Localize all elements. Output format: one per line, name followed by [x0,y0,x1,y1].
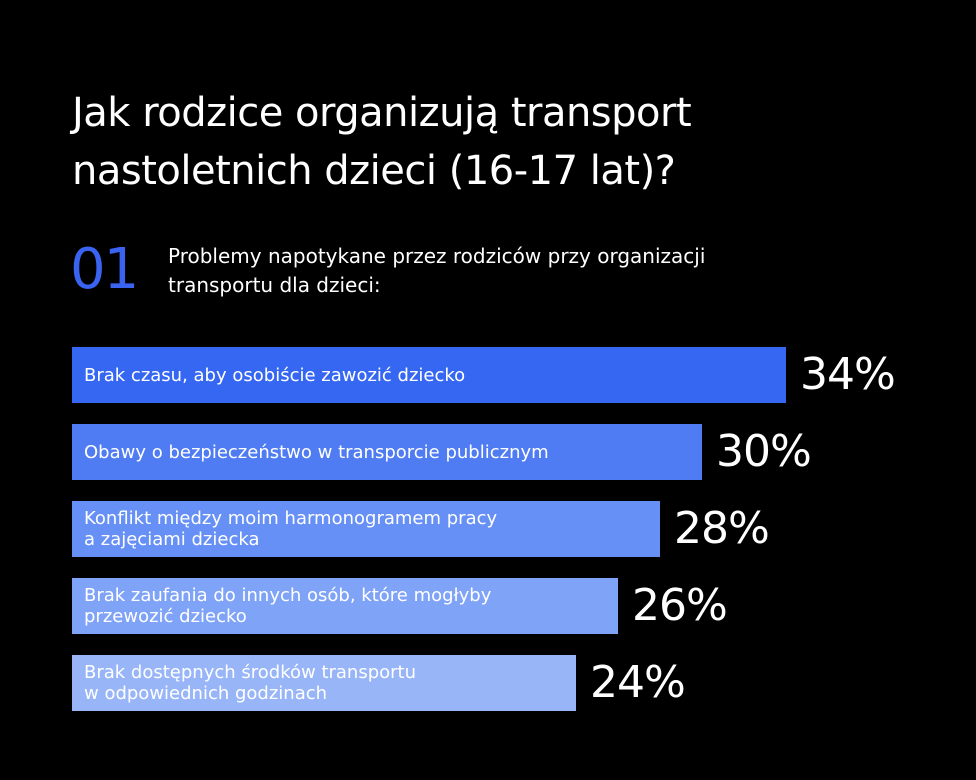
bar-label: Konflikt między moim harmonogramem pracy… [84,508,497,550]
bar-label-line: Brak zaufania do innych osób, które mogł… [84,585,492,606]
bar-2: Obawy o bezpieczeństwo w transporcie pub… [72,424,702,480]
bar-1: Brak czasu, aby osobiście zawozić dzieck… [72,347,786,403]
bar-label: Brak zaufania do innych osób, które mogł… [84,585,491,627]
bar-label: Obawy o bezpieczeństwo w transporcie pub… [84,442,549,463]
section-text-line-2: transportu dla dzieci: [168,273,381,297]
bar-label-line: Brak czasu, aby osobiście zawozić dzieck… [84,364,466,386]
title-line-2: nastoletnich dzieci (16-17 lat)? [72,148,676,194]
bar-value-label: 26% [632,580,728,631]
bar-label-line: Brak dostępnych środków transportu [84,662,417,683]
bar-label: Brak czasu, aby osobiście zawozić dzieck… [84,365,465,386]
bar-3: Konflikt między moim harmonogramem pracy… [72,501,660,557]
bar-label-line: Konflikt między moim harmonogramem pracy [84,508,498,529]
bar-value-label: 30% [716,426,812,477]
section-number: 01 [70,237,139,302]
bar-label: Brak dostępnych środków transportu w odpo… [84,662,416,704]
section-description: Problemy napotykane przez rodziców przy … [168,242,808,300]
bar-4: Brak zaufania do innych osób, które mogł… [72,578,618,634]
bar-value-label: 24% [590,657,686,708]
bar-value-label: 34% [800,349,896,400]
page-title: Jak rodzice organizują transport nastole… [72,84,892,200]
bar-label-line: a zajęciami dziecka [84,529,260,550]
title-line-1: Jak rodzice organizują transport [72,90,692,136]
section-text-line-1: Problemy napotykane przez rodziców przy … [168,244,706,268]
bar-label-line: przewozić dziecko [84,606,247,627]
bar-label-line: Obawy o bezpieczeństwo w transporcie pub… [84,441,549,463]
bar-value-label: 28% [674,503,770,554]
bar-5: Brak dostępnych środków transportu w odpo… [72,655,576,711]
bar-label-line: w odpowiednich godzinach [84,683,328,704]
